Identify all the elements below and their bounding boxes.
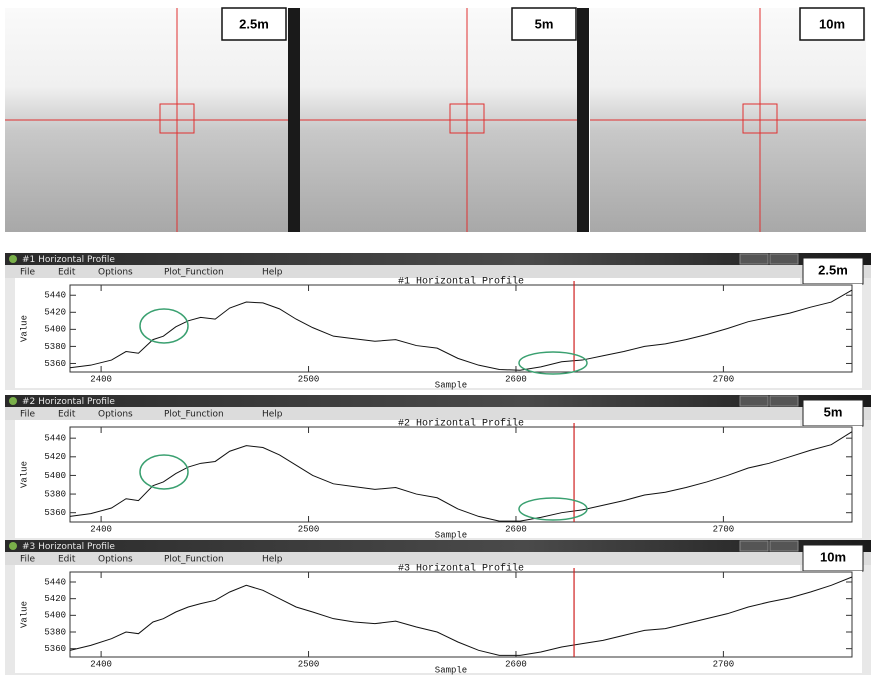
menu-item[interactable]: Edit xyxy=(58,268,76,278)
window-icon xyxy=(9,255,17,263)
min-button xyxy=(740,254,768,264)
plot-title: #3 Horizontal Profile xyxy=(398,563,524,575)
y-tick-label: 5360 xyxy=(44,508,66,518)
window-icon xyxy=(9,542,17,550)
x-tick-label: 2600 xyxy=(505,524,527,534)
y-tick-label: 5360 xyxy=(44,359,66,369)
screenshot: 2.5m 5m 10m #1 Horizontal Profile File Edit Op… xyxy=(0,0,871,675)
scale-label: 10m xyxy=(820,549,846,564)
menu-item[interactable]: Options xyxy=(98,268,133,278)
plot-title: #2 Horizontal Profile xyxy=(398,418,524,430)
x-axis-label: Sample xyxy=(435,665,467,675)
window-title: #2 Horizontal Profile xyxy=(22,397,115,407)
y-tick-label: 5400 xyxy=(44,471,66,481)
y-tick-label: 5380 xyxy=(44,627,66,637)
separator-bar xyxy=(288,8,300,232)
x-tick-label: 2400 xyxy=(90,374,112,384)
y-tick-label: 5440 xyxy=(44,434,66,444)
y-tick-label: 5420 xyxy=(44,594,66,604)
menu-item[interactable]: File xyxy=(20,410,36,420)
menu-item[interactable]: Plot_Function xyxy=(164,410,224,420)
y-tick-label: 5440 xyxy=(44,291,66,301)
y-tick-label: 5380 xyxy=(44,342,66,352)
menu-item[interactable]: Help xyxy=(262,268,283,278)
y-tick-label: 5380 xyxy=(44,489,66,499)
x-tick-label: 2400 xyxy=(90,659,112,669)
x-tick-label: 2500 xyxy=(298,524,320,534)
y-tick-label: 5420 xyxy=(44,452,66,462)
y-tick-label: 5400 xyxy=(44,611,66,621)
x-tick-label: 2600 xyxy=(505,374,527,384)
max-button xyxy=(770,396,798,406)
plot-title: #1 Horizontal Profile xyxy=(398,276,524,288)
x-tick-label: 2700 xyxy=(713,659,735,669)
plot-background xyxy=(800,426,862,538)
x-tick-label: 2700 xyxy=(713,374,735,384)
x-tick-label: 2500 xyxy=(298,374,320,384)
image-label: 10m xyxy=(819,16,845,31)
menu-item[interactable]: Help xyxy=(262,555,283,565)
window-title: #3 Horizontal Profile xyxy=(22,542,115,552)
x-tick-label: 2700 xyxy=(713,524,735,534)
min-button xyxy=(740,541,768,551)
max-button xyxy=(770,254,798,264)
menu-item[interactable]: Plot_Function xyxy=(164,268,224,278)
plot-background xyxy=(800,571,862,673)
menu-item[interactable]: Edit xyxy=(58,410,76,420)
scale-label: 2.5m xyxy=(818,262,848,277)
image-label: 5m xyxy=(535,16,554,31)
y-tick-label: 5400 xyxy=(44,325,66,335)
y-tick-label: 5420 xyxy=(44,308,66,318)
separator-bar xyxy=(577,8,589,232)
x-tick-label: 2500 xyxy=(298,659,320,669)
menu-item[interactable]: Options xyxy=(98,555,133,565)
scale-label: 5m xyxy=(824,404,843,419)
menu-item[interactable]: Plot_Function xyxy=(164,555,224,565)
window-title: #1 Horizontal Profile xyxy=(22,255,115,265)
y-tick-label: 5360 xyxy=(44,644,66,654)
menu-item[interactable]: File xyxy=(20,555,36,565)
y-tick-label: 5440 xyxy=(44,577,66,587)
x-tick-label: 2600 xyxy=(505,659,527,669)
window-icon xyxy=(9,397,17,405)
menu-item[interactable]: Edit xyxy=(58,555,76,565)
y-axis-label: Value xyxy=(19,315,29,342)
x-axis-label: Sample xyxy=(435,530,467,540)
plot-background xyxy=(15,420,800,538)
min-button xyxy=(740,396,768,406)
max-button xyxy=(770,541,798,551)
image-label: 2.5m xyxy=(239,16,269,31)
y-axis-label: Value xyxy=(19,461,29,488)
x-axis-label: Sample xyxy=(435,380,467,390)
y-axis-label: Value xyxy=(19,601,29,628)
menu-item[interactable]: Options xyxy=(98,410,133,420)
menu-item[interactable]: Help xyxy=(262,410,283,420)
x-tick-label: 2400 xyxy=(90,524,112,534)
menu-item[interactable]: File xyxy=(20,268,36,278)
